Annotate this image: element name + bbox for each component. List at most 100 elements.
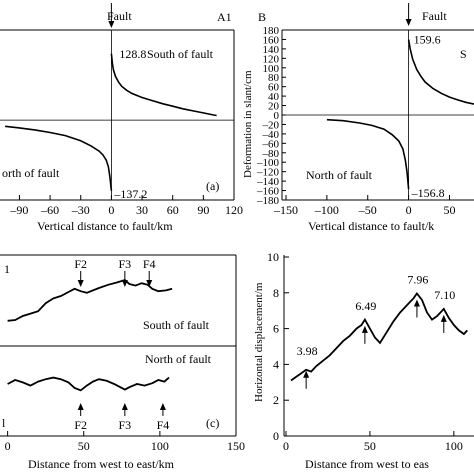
panel-b-ytick-label: –20: [262, 119, 280, 131]
panel-d-peak-label: 6.49: [355, 299, 376, 313]
panel-a1-peak-label-south: 128.8: [119, 47, 146, 61]
panel-c-fault-arrow-top-head: [77, 280, 84, 287]
panel-b-peak-label-north: –156.8: [411, 186, 445, 200]
panel-b-ytick-label: –140: [256, 176, 280, 188]
panel-a1-fault-arrow-head: [108, 21, 115, 28]
panel-c-xtick-label: 0: [5, 439, 11, 453]
panel-d-ytick-label: 8: [273, 286, 279, 300]
panel-b-xlabel: Vertical distance to fault/k: [308, 219, 434, 233]
panel-b-marks: 159.6 –156.8: [326, 3, 474, 200]
panel-a1-marks: 128.8 –137.2: [5, 3, 217, 201]
panel-a1-xlabel: Vertical distance to fault/km: [37, 219, 173, 233]
panel-a1-series-line-1: [110, 53, 217, 117]
panel-b-ylabel: Deformation in slant/cm: [242, 70, 254, 178]
panel-c-fault-label-bottom: F2: [74, 418, 87, 432]
panel-b-ytick-label: –80: [262, 148, 280, 160]
panel-b-ytick-label: 120: [263, 53, 280, 65]
panel-d-series-line: [290, 291, 468, 382]
panel-b-ytick-label: –160: [256, 186, 280, 198]
panel-a1-xtick-label: –30: [71, 203, 90, 217]
panel-b-ticks: 180160140120100806040200–20–40–60–80–100…: [256, 25, 474, 217]
panel-b-ytick-label: 20: [268, 101, 280, 113]
panel-a1-xtick-label: 90: [197, 203, 209, 217]
panel-c-fault-label-top: F4: [143, 257, 156, 271]
panel-d-ylabel: Horizontal displacement/m: [253, 282, 265, 402]
panel-b-fault-arrow-head: [405, 19, 412, 26]
chart-panel-a1: A1 (a) Fault South of fault orth of faul…: [0, 3, 243, 233]
panel-a1-xtick-label: 0: [108, 203, 114, 217]
chart-panel-b: B Fault S North of fault Vertical distan…: [242, 3, 474, 233]
panel-c-fault-label-top: F2: [74, 257, 87, 271]
panel-b-peak-label-south: 159.6: [414, 33, 441, 47]
panel-b-ytick-label: 0: [274, 110, 280, 122]
panel-a1-xtick-label: –90: [9, 203, 28, 217]
panel-c-fault-arrow-bottom-head: [121, 403, 128, 410]
chart-panel-c: 1 (c) l South of fault North of fault Di…: [0, 254, 245, 471]
panel-c-label: 1: [4, 262, 10, 276]
panel-a1-xtick-label: 60: [167, 203, 179, 217]
panel-d-xlabel: Distance from west to eas: [305, 457, 429, 471]
panel-b-ytick-label: –180: [256, 195, 280, 207]
panel-d-peak-label: 7.10: [434, 288, 455, 302]
panel-b-ytick-label: 100: [263, 63, 280, 75]
panel-d-peak-arrow-head: [361, 325, 368, 333]
panel-c-sub-label: (c): [206, 416, 219, 430]
panel-c-fault-label-bottom: F3: [119, 418, 132, 432]
panel-b-label: B: [258, 10, 266, 24]
panel-c-xlabel: Distance from west to east/km: [28, 457, 175, 471]
panel-b-xtick-label: 50: [443, 203, 455, 217]
panel-d-ytick-label: 4: [273, 357, 279, 371]
panel-c-series-south: [7, 278, 173, 322]
panel-a1-fault-label: Fault: [107, 9, 132, 23]
panel-b-xtick-label: –150: [273, 203, 298, 217]
panel-b-ytick-label: –40: [262, 129, 280, 141]
panel-d-marks: 3.98 6.49 7.96 7.10: [290, 273, 468, 389]
panel-b-ytick-label: –100: [256, 157, 280, 169]
panel-d-ytick-label: 10: [267, 250, 279, 264]
panel-b-series-line-2: [326, 118, 410, 190]
panel-c-fault-label-top: F3: [119, 257, 132, 271]
panel-b-ytick-label: 140: [263, 44, 280, 56]
panel-c-xtick-label: 100: [151, 439, 169, 453]
panel-d-peak-arrow-head: [413, 299, 420, 307]
panel-c-xtick-label: 150: [227, 439, 245, 453]
panel-a1-xtick-label: 120: [225, 203, 243, 217]
panel-d-ytick-label: 2: [273, 393, 279, 407]
panel-b-ytick-label: 60: [268, 82, 280, 94]
panel-c-fault-arrow-bottom-head: [159, 403, 166, 410]
panel-b-annotation-south: S: [460, 47, 467, 61]
panel-a1-sub-label: (a): [206, 179, 219, 193]
panel-b-annotation-north: North of fault: [306, 168, 373, 182]
panel-d-peak-arrow-head: [440, 314, 447, 322]
panel-c-fault-label-bottom: F4: [157, 418, 170, 432]
panel-b-ytick-label: 80: [268, 72, 280, 84]
panel-c-fault-arrow-bottom-head: [77, 403, 84, 410]
panel-c-annotation-north: North of fault: [145, 352, 212, 366]
panel-c-marks: F2 F3 F4 F2 F3 F4: [7, 257, 173, 432]
panel-a1-peak-label-north: –137.2: [113, 187, 147, 201]
panel-a1-xtick-label: 30: [136, 203, 148, 217]
panel-d-xtick-label: 50: [364, 439, 376, 453]
panel-c-bottom-left-label: l: [2, 416, 6, 430]
panel-c-series-north: [7, 376, 170, 392]
panel-b-ytick-label: 40: [268, 91, 280, 103]
panel-a1-series-line-2: [5, 125, 113, 191]
panel-d-peak-label: 3.98: [297, 344, 318, 358]
panel-a1-annotation-north: orth of fault: [2, 166, 60, 180]
panel-b-xtick-label: –100: [314, 203, 339, 217]
panel-b-series-line-1: [407, 39, 474, 105]
panel-d-xtick-label: 100: [445, 439, 463, 453]
panel-c-fault-arrow-top-head: [146, 280, 153, 287]
panel-a1-xtick-label: –60: [40, 203, 59, 217]
panel-b-ytick-label: –120: [256, 167, 280, 179]
panel-b-ytick-label: –60: [262, 138, 280, 150]
panel-c-xtick-label: 50: [78, 439, 90, 453]
panel-a1-label: A1: [217, 10, 232, 24]
panel-d-xtick-label: 0: [283, 439, 289, 453]
panel-b-ytick-label: 180: [263, 25, 280, 37]
panel-d-peak-arrow-head: [303, 370, 310, 378]
panel-b-xtick-label: –50: [358, 203, 377, 217]
panel-a1-annotation-south: South of fault: [147, 47, 214, 61]
